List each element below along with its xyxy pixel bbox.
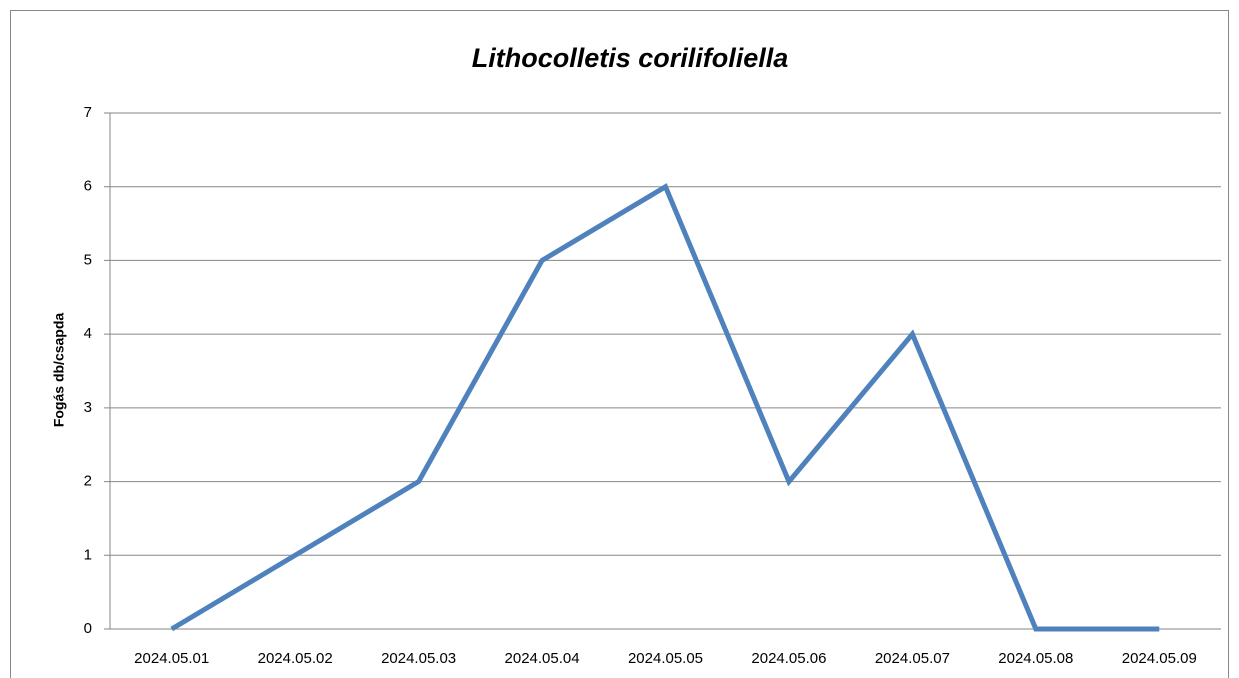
x-tick-label: 2024.05.07 — [875, 650, 950, 667]
y-tick-label: 3 — [84, 399, 92, 416]
line-series — [170, 183, 1160, 632]
y-axis-label: Fogás db/csapda — [51, 313, 67, 428]
chart-frame — [10, 10, 1229, 678]
y-tick-label: 0 — [84, 620, 92, 637]
x-tick-label: 2024.05.03 — [381, 650, 456, 667]
y-tick-label: 6 — [84, 178, 92, 195]
x-tick-label: 2024.05.04 — [505, 650, 580, 667]
y-tick-label: 2 — [84, 473, 92, 490]
y-tick-label: 1 — [84, 546, 92, 563]
x-tick-label: 2024.05.01 — [134, 650, 209, 667]
x-tick-label: 2024.05.05 — [628, 650, 703, 667]
y-tick-label: 4 — [84, 325, 92, 342]
x-tick-label: 2024.05.08 — [998, 650, 1073, 667]
x-tick-label: 2024.05.09 — [1122, 650, 1197, 667]
chart-title: Lithocolletis corilifoliella — [472, 43, 789, 73]
y-tick-label: 5 — [84, 251, 92, 268]
x-tick-label: 2024.05.02 — [258, 650, 333, 667]
x-tick-label: 2024.05.06 — [751, 650, 826, 667]
y-tick-label: 7 — [84, 104, 92, 121]
